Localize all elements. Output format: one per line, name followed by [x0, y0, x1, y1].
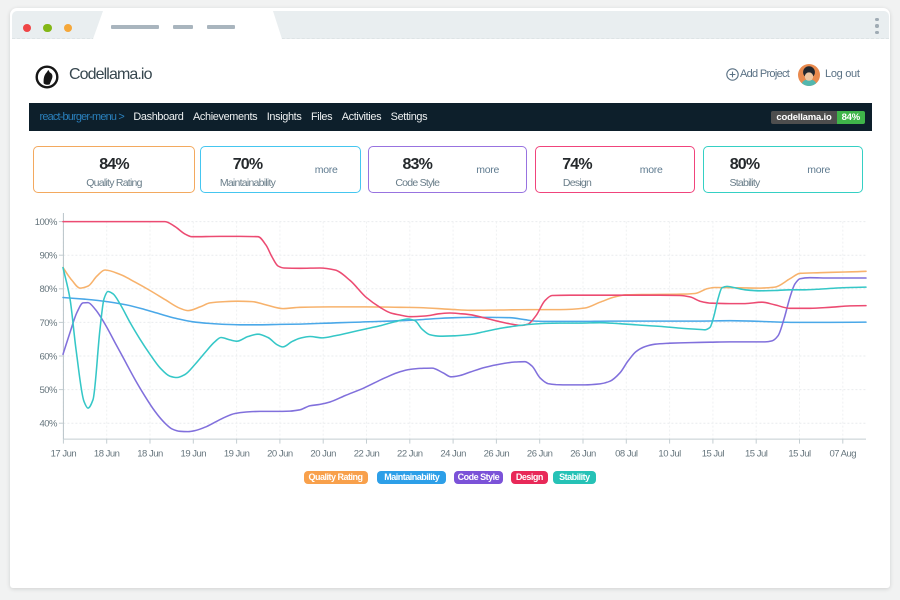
svg-text:10 Jul: 10 Jul — [658, 449, 681, 460]
svg-text:18 Jun: 18 Jun — [94, 449, 120, 460]
svg-text:80%: 80% — [39, 284, 58, 295]
svg-text:19 Jun: 19 Jun — [181, 449, 207, 460]
svg-text:08 Jul: 08 Jul — [615, 449, 638, 460]
svg-text:07 Aug: 07 Aug — [830, 449, 857, 460]
svg-text:60%: 60% — [39, 351, 58, 362]
svg-text:19 Jun: 19 Jun — [224, 449, 250, 460]
svg-text:26 Jun: 26 Jun — [484, 449, 510, 460]
svg-text:26 Jun: 26 Jun — [570, 449, 596, 460]
svg-text:15 Jul: 15 Jul — [745, 449, 768, 460]
svg-text:70%: 70% — [39, 318, 58, 329]
svg-text:90%: 90% — [39, 251, 58, 262]
svg-text:40%: 40% — [39, 419, 58, 430]
svg-text:17 Jun: 17 Jun — [51, 449, 77, 460]
svg-text:22 Jun: 22 Jun — [397, 449, 423, 460]
svg-text:50%: 50% — [39, 385, 58, 396]
svg-text:26 Jun: 26 Jun — [527, 449, 553, 460]
svg-text:15 Jul: 15 Jul — [702, 449, 725, 460]
svg-text:20 Jun: 20 Jun — [267, 449, 293, 460]
svg-text:15 Jul: 15 Jul — [788, 449, 811, 460]
svg-text:24 Jun: 24 Jun — [440, 449, 466, 460]
svg-text:18 Jun: 18 Jun — [137, 449, 163, 460]
svg-text:100%: 100% — [35, 217, 58, 228]
svg-text:22 Jun: 22 Jun — [354, 449, 380, 460]
svg-text:20 Jun: 20 Jun — [310, 449, 336, 460]
